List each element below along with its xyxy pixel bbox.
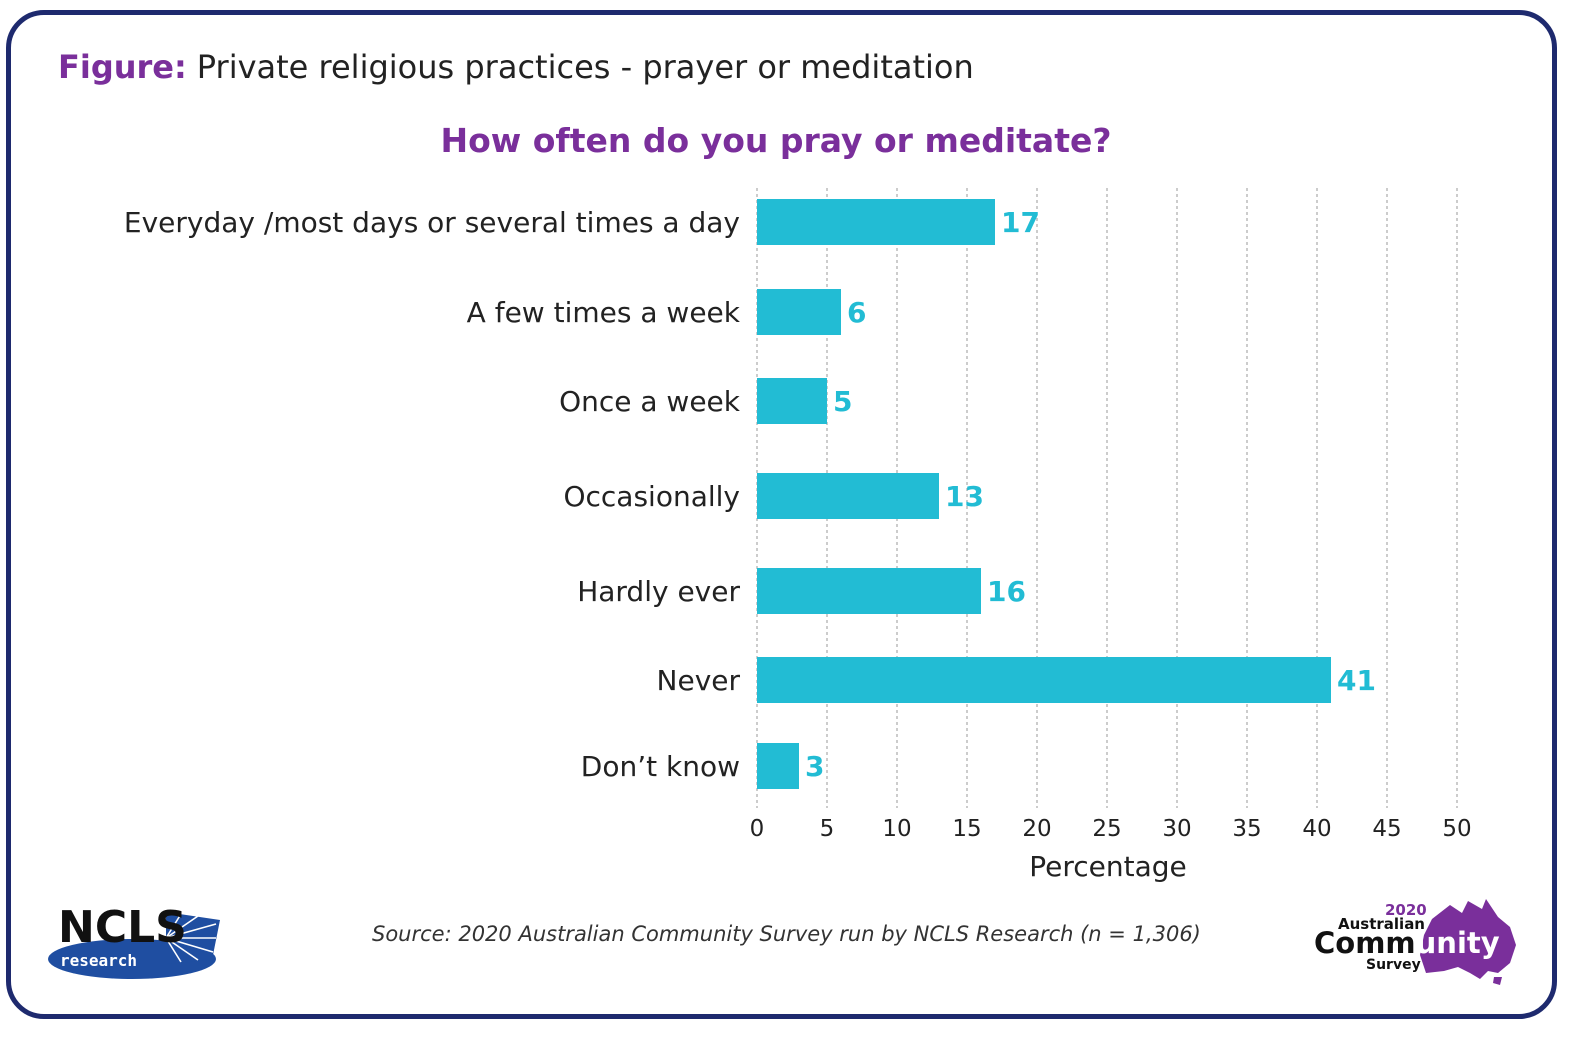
bar — [757, 378, 827, 424]
x-tick-label: 15 — [952, 816, 981, 842]
svg-text:Survey: Survey — [1366, 957, 1421, 973]
data-label: 6 — [847, 296, 866, 329]
svg-text:Australian: Australian — [1338, 915, 1425, 933]
category-label: Once a week — [559, 385, 741, 418]
chart-title: How often do you pray or meditate? — [440, 121, 1111, 160]
category-label: Never — [657, 664, 741, 697]
x-tick-label: 5 — [820, 816, 835, 842]
figure-label: Figure: — [58, 48, 187, 86]
x-tick-label: 35 — [1232, 816, 1261, 842]
data-label: 5 — [833, 385, 852, 418]
australian-community-survey-logo: 2020 Australian Community Survey — [1314, 899, 1516, 985]
category-label: Hardly ever — [577, 575, 740, 608]
bar — [757, 473, 939, 519]
svg-text:NCLS: NCLS — [58, 902, 187, 953]
svg-text:research: research — [60, 951, 137, 970]
svg-text:2020: 2020 — [1385, 901, 1427, 919]
data-label: 13 — [945, 480, 984, 513]
bar — [757, 743, 799, 789]
bar — [757, 568, 981, 614]
category-label: A few times a week — [467, 296, 741, 329]
x-tick-label: 25 — [1092, 816, 1121, 842]
ncls-research-logo: NCLS research — [48, 902, 220, 979]
x-tick-label: 40 — [1302, 816, 1331, 842]
category-label: Everyday /most days or several times a d… — [124, 206, 740, 239]
x-tick-label: 30 — [1162, 816, 1191, 842]
x-axis-label: Percentage — [1029, 850, 1187, 883]
x-tick-label: 20 — [1022, 816, 1051, 842]
category-label: Occasionally — [563, 480, 740, 513]
svg-text:Community: Community — [1314, 926, 1500, 960]
data-label: 16 — [987, 575, 1026, 608]
source-note: Source: 2020 Australian Community Survey… — [372, 922, 1201, 946]
x-tick-label: 45 — [1372, 816, 1401, 842]
bar — [757, 289, 841, 335]
category-label: Don’t know — [581, 750, 740, 783]
x-tick-label: 10 — [882, 816, 911, 842]
figure-heading: Figure: Private religious practices - pra… — [58, 48, 974, 86]
bar — [757, 199, 995, 245]
data-label: 3 — [805, 750, 824, 783]
bar — [757, 657, 1331, 703]
x-tick-label: 50 — [1442, 816, 1471, 842]
x-tick-label: 0 — [750, 816, 765, 842]
figure-title: Private religious practices - prayer or … — [196, 48, 974, 86]
data-label: 17 — [1001, 206, 1040, 239]
data-label: 41 — [1337, 664, 1376, 697]
